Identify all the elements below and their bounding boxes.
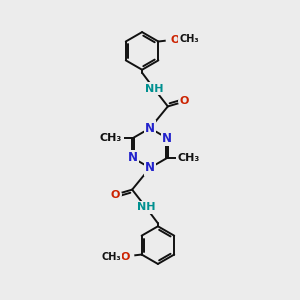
Circle shape bbox=[103, 250, 119, 266]
Text: O: O bbox=[180, 97, 189, 106]
Circle shape bbox=[103, 130, 119, 146]
Text: N: N bbox=[145, 122, 155, 135]
Circle shape bbox=[127, 152, 139, 164]
Text: CH₃: CH₃ bbox=[100, 133, 122, 143]
Circle shape bbox=[144, 162, 156, 174]
Text: O: O bbox=[111, 190, 120, 200]
Text: O: O bbox=[170, 34, 180, 44]
Circle shape bbox=[161, 132, 173, 144]
Circle shape bbox=[181, 31, 197, 46]
Circle shape bbox=[110, 189, 121, 200]
Text: CH₃: CH₃ bbox=[179, 34, 199, 44]
Circle shape bbox=[181, 150, 197, 166]
Text: CH₃: CH₃ bbox=[178, 153, 200, 163]
Circle shape bbox=[139, 200, 153, 214]
Text: N: N bbox=[145, 161, 155, 174]
Text: N: N bbox=[128, 152, 138, 164]
Circle shape bbox=[144, 122, 156, 134]
Text: CH₃: CH₃ bbox=[101, 253, 121, 262]
Text: O: O bbox=[120, 251, 130, 262]
Text: NH: NH bbox=[137, 202, 155, 212]
Circle shape bbox=[179, 95, 190, 107]
Text: N: N bbox=[162, 132, 172, 145]
Circle shape bbox=[166, 31, 184, 48]
Text: NH: NH bbox=[145, 84, 163, 94]
Circle shape bbox=[116, 248, 134, 266]
Circle shape bbox=[147, 82, 161, 95]
